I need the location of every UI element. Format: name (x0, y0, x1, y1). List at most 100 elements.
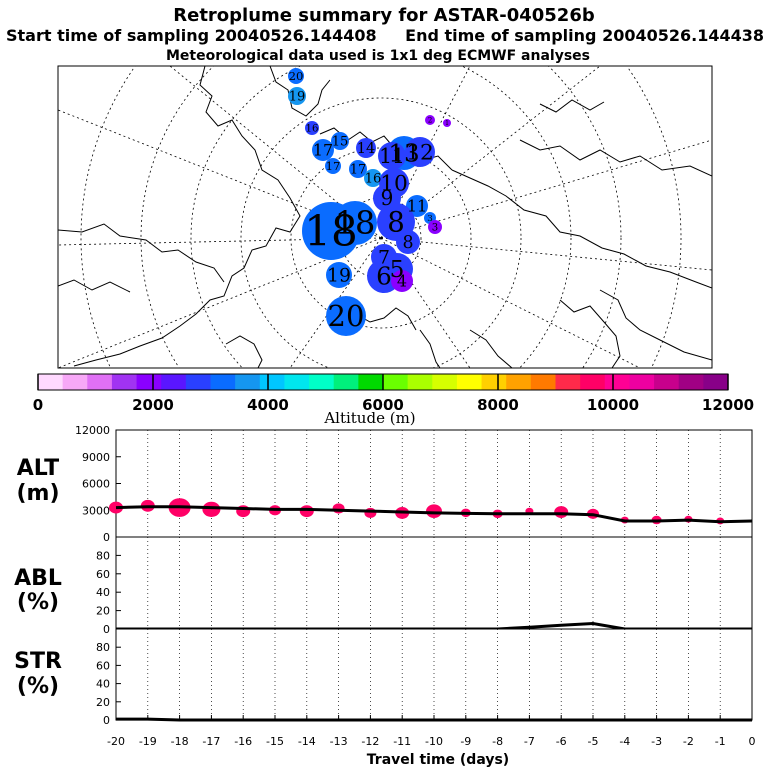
map-plume-marker (312, 139, 334, 161)
map-plume-marker (349, 160, 367, 178)
series-line (115, 505, 753, 524)
colorbar-cell (629, 374, 655, 390)
colorbar-cell (358, 374, 384, 390)
colorbar-cell (235, 374, 261, 390)
map-day-label: 5 (390, 256, 405, 283)
x-tick-label: -16 (234, 735, 252, 748)
map-day-label: 17 (313, 141, 333, 160)
x-tick-label: -13 (330, 735, 348, 748)
panel-unit: (%) (17, 590, 59, 615)
map-day-label: 20 (328, 299, 365, 333)
y-tick-label: 9000 (82, 451, 110, 464)
map-day-label: 3 (432, 223, 438, 234)
colorbar-cell (530, 374, 556, 390)
cluster-marker (426, 504, 442, 518)
x-tick-label: -1 (715, 735, 726, 748)
map-day-label: 9 (381, 186, 394, 210)
x-tick-label: -4 (619, 735, 630, 748)
map-day-label: 2 (428, 116, 433, 125)
cluster-marker (299, 505, 314, 518)
map-day-label: 17 (326, 159, 341, 173)
map-day-label: 15 (332, 135, 349, 150)
map-plume-marker (377, 203, 415, 241)
map-plume-marker (288, 68, 304, 84)
x-tick-label: -20 (107, 735, 125, 748)
colorbar-cell (703, 374, 729, 390)
map-day-label: 11 (379, 144, 405, 168)
x-tick-label: 0 (749, 735, 756, 748)
colorbar-cell (284, 374, 310, 390)
y-tick-label: 80 (96, 549, 110, 562)
colorbar-cell (481, 374, 507, 390)
map-plume-marker (331, 132, 349, 150)
x-tick-label: -17 (202, 735, 220, 748)
y-tick-label: 3000 (82, 504, 110, 517)
colorbar-cell (654, 374, 680, 390)
colorbar-cell (555, 374, 581, 390)
x-tick-label: -15 (266, 735, 284, 748)
map-plume-marker (305, 121, 319, 135)
panel-label: STR (14, 649, 62, 674)
map-day-label: 1 (445, 120, 449, 127)
cluster-marker (332, 503, 345, 514)
panel-frame (115, 628, 753, 721)
coastlines (58, 66, 712, 368)
colorbar-cell (432, 374, 458, 390)
colorbar-cell (185, 374, 211, 390)
colorbar-tick-label: 8000 (477, 396, 519, 414)
y-tick-label: 0 (103, 714, 110, 727)
y-tick-label: 20 (96, 605, 110, 618)
end-time-text: End time of sampling 20040526.144438 (405, 26, 764, 45)
y-tick-label: 0 (103, 531, 110, 544)
start-time-text: Start time of sampling 20040526.144408 (6, 26, 377, 45)
map-plume-marker (428, 220, 442, 234)
colorbar-cell (259, 374, 285, 390)
colorbar-cell (111, 374, 138, 390)
colorbar-tick-label: 12000 (702, 396, 754, 414)
colorbar-cell (136, 374, 162, 390)
map-day-label: 19 (327, 266, 351, 287)
map-plume-marker (302, 202, 360, 260)
map-day-label: 12 (406, 141, 434, 166)
x-tick-label: -8 (492, 735, 503, 748)
x-tick-label: -3 (651, 735, 662, 748)
y-tick-label: 20 (96, 696, 110, 709)
colorbar-cell (604, 374, 630, 390)
map-plume-marker (326, 296, 366, 336)
map-day-label: 16 (365, 172, 382, 187)
x-tick-label: -5 (588, 735, 599, 748)
map-day-label: 18 (335, 204, 376, 242)
colorbar-cell (333, 374, 359, 390)
y-tick-label: 40 (96, 586, 110, 599)
y-tick-label: 60 (96, 568, 110, 581)
map-day-label: 19 (289, 90, 306, 105)
x-tick-label: -18 (171, 735, 189, 748)
y-tick-label: 80 (96, 641, 110, 654)
cluster-marker (202, 501, 221, 518)
map-day-label: 10 (380, 172, 408, 197)
x-tick-label: -9 (460, 735, 471, 748)
map-day-label: 7 (378, 248, 390, 269)
colorbar-tick-label: 0 (33, 396, 43, 414)
time-series-panels: 030006000900012000ALT(m)020406080ABL(%)0… (14, 424, 753, 727)
x-tick-label: -12 (361, 735, 379, 748)
cluster-marker (554, 506, 569, 518)
map-day-label: 18 (304, 207, 358, 256)
map-day-label: 8 (387, 207, 405, 239)
colorbar-tick-label: 6000 (362, 396, 404, 414)
x-tick-label: -6 (556, 735, 567, 748)
map-day-label: 11 (407, 197, 427, 216)
map-plume-marker (378, 142, 406, 170)
graticule (58, 66, 712, 368)
panel-unit: (m) (16, 481, 59, 506)
colorbar-cell (210, 374, 236, 390)
map-plume-marker (356, 138, 376, 158)
map-day-label: 13 (388, 139, 419, 168)
map-day-label: 3 (427, 214, 433, 224)
map-day-label: 8 (402, 233, 413, 253)
map-plume-marker (443, 119, 451, 127)
colorbar-cell (456, 374, 483, 390)
y-tick-label: 12000 (75, 424, 110, 437)
